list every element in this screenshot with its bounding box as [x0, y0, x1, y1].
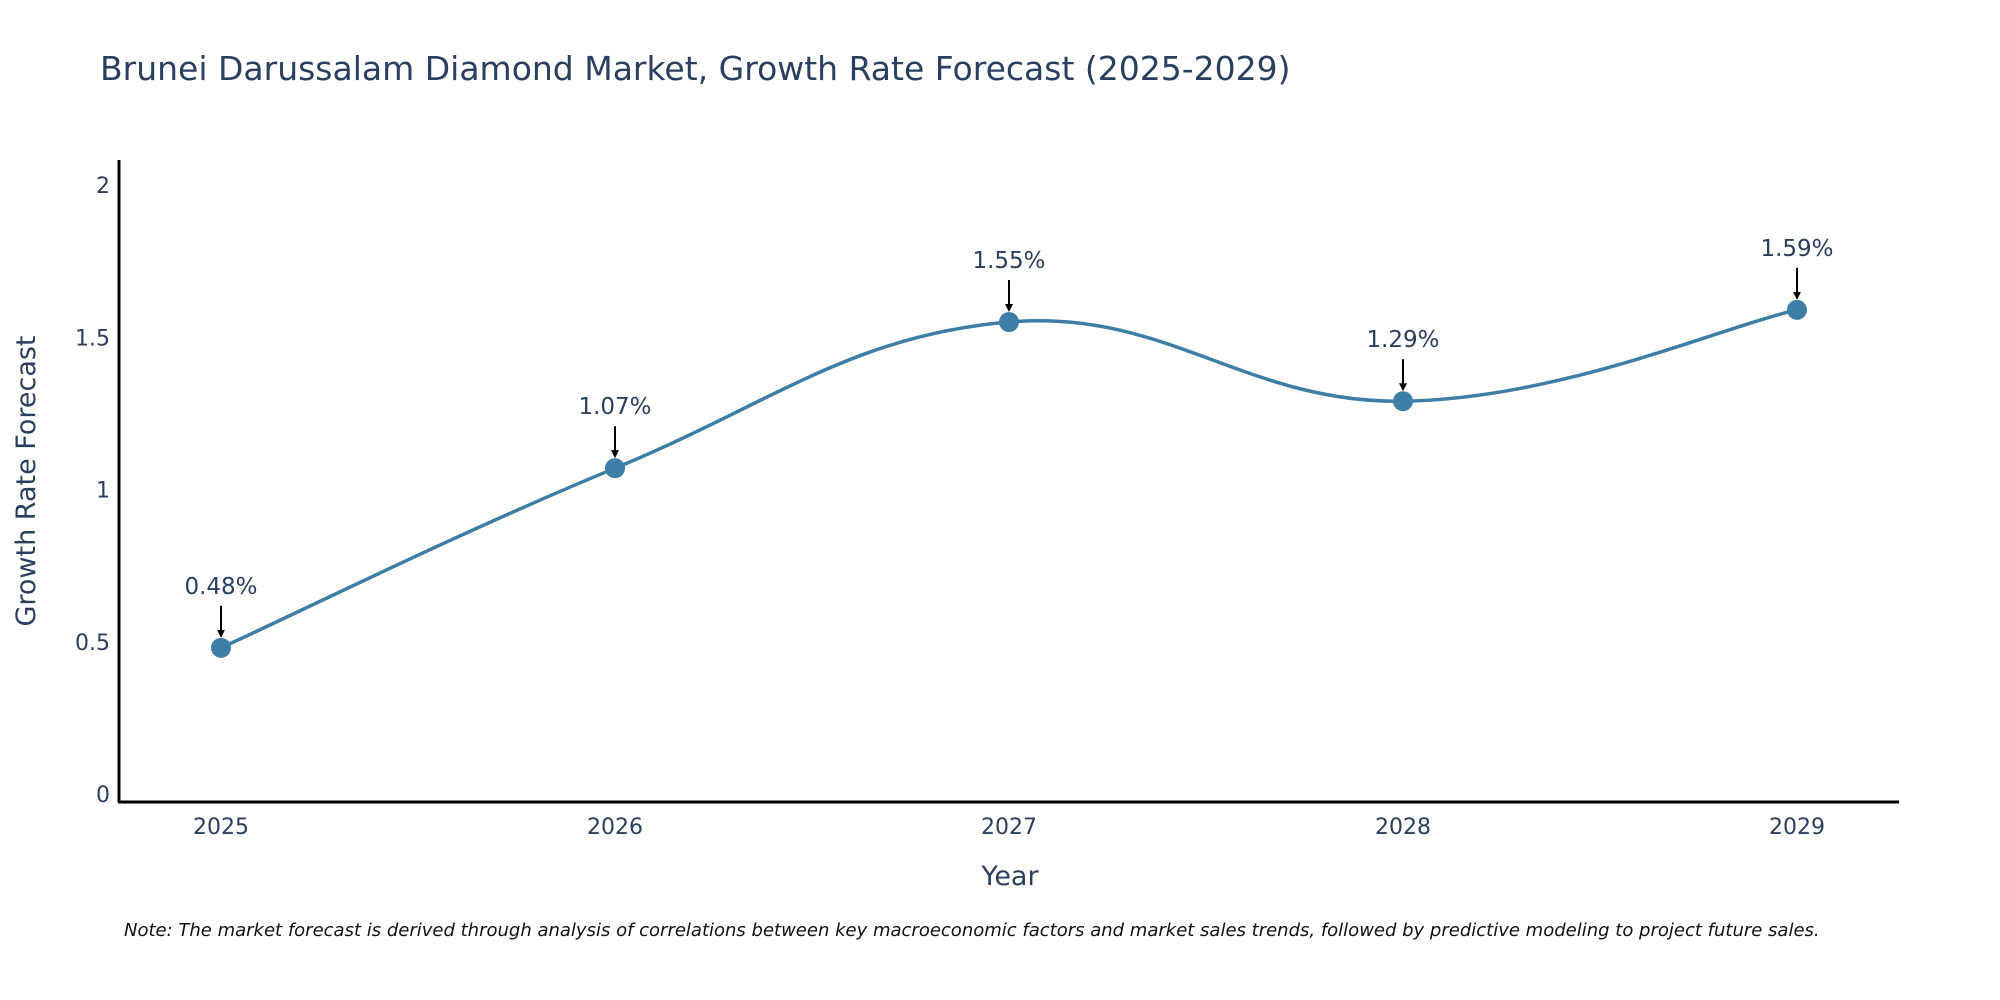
data-markers — [211, 299, 1807, 658]
data-labels: 0.48% 1.07% 1.55% 1.29% 1.59% — [184, 236, 1834, 638]
data-label: 1.59% — [1760, 236, 1833, 262]
data-label: 1.07% — [578, 394, 651, 420]
y-tick-label: 0.5 — [75, 631, 110, 656]
data-point — [999, 312, 1019, 333]
y-tick-label: 1 — [96, 479, 110, 504]
x-axis-ticks: 2025 2026 2027 2028 2029 — [193, 815, 1825, 840]
data-point — [1787, 299, 1807, 320]
data-label: 1.29% — [1366, 327, 1439, 353]
x-tick-label: 2027 — [981, 815, 1037, 840]
data-point — [1393, 391, 1413, 412]
y-tick-label: 2 — [96, 174, 110, 199]
y-tick-label: 1.5 — [75, 326, 110, 351]
data-label: 0.48% — [184, 574, 257, 600]
x-tick-label: 2028 — [1375, 815, 1431, 840]
y-tick-label: 0 — [96, 783, 110, 808]
series-line — [220, 308, 1798, 650]
data-label: 1.55% — [972, 248, 1045, 274]
y-axis-title: Growth Rate Forecast — [11, 335, 42, 626]
y-axis-ticks: 0 0.5 1 1.5 2 — [75, 174, 110, 808]
x-tick-label: 2029 — [1769, 815, 1825, 840]
footnote: Note: The market forecast is derived thr… — [124, 920, 1820, 941]
x-axis-title: Year — [980, 861, 1039, 892]
data-point — [211, 637, 231, 658]
data-point — [605, 458, 625, 479]
x-tick-label: 2025 — [193, 815, 249, 840]
chart-title: Brunei Darussalam Diamond Market, Growth… — [100, 49, 1291, 88]
x-tick-label: 2026 — [587, 815, 643, 840]
